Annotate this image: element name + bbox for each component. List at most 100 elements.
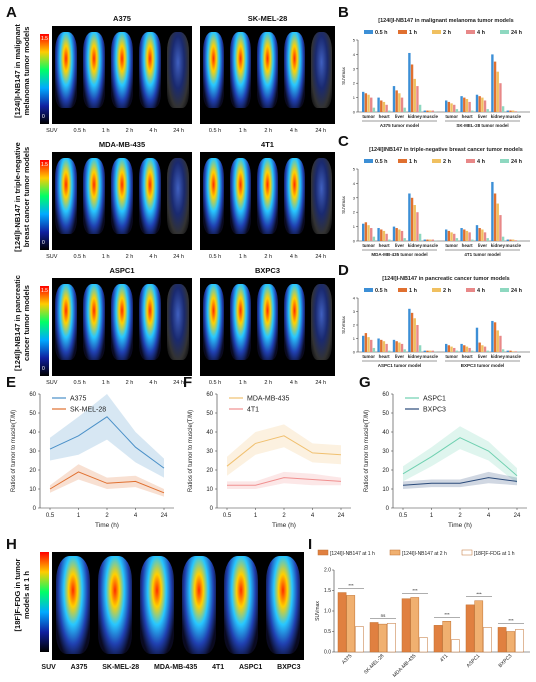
- panel-label-f: F: [183, 374, 193, 391]
- h-label: SUV: [41, 664, 56, 671]
- bar: [395, 90, 398, 112]
- mouse-pet-scan: [167, 32, 189, 108]
- bar: [496, 71, 499, 112]
- time-label: 0.5 h: [73, 254, 86, 260]
- bar: [475, 94, 479, 112]
- bar: [395, 228, 398, 241]
- x-axis-label: Time (h): [272, 522, 296, 529]
- mouse-pet-scan: [311, 284, 332, 360]
- category-label: muscle: [423, 243, 439, 248]
- y-tick-label: 20: [206, 468, 213, 474]
- bar: [418, 233, 422, 241]
- bar: [418, 104, 422, 112]
- tumor-model-title: A375: [113, 14, 131, 23]
- legend-label: 1 h: [409, 288, 418, 294]
- legend-label: 4 h: [477, 159, 486, 165]
- category-label: tumor: [445, 243, 458, 248]
- category-label: muscle: [506, 114, 522, 119]
- y-tick-label: 40: [29, 430, 36, 436]
- bar: [364, 222, 368, 241]
- bar: [514, 240, 518, 241]
- time-label: 4 h: [149, 254, 158, 260]
- bar: [400, 230, 404, 241]
- bar: [426, 350, 429, 352]
- bar: [468, 347, 471, 352]
- category-label: 4T1: [439, 653, 449, 663]
- legend-swatch: [364, 30, 373, 34]
- legend-label: 4 h: [477, 30, 486, 36]
- mouse-pet-scan: [203, 284, 224, 360]
- h-label: 4T1: [212, 664, 225, 671]
- category-label: liver: [478, 114, 488, 119]
- x-tick-label: 24: [338, 513, 345, 519]
- mouse-fdg-scan: [182, 556, 216, 654]
- time-label: 24 h: [315, 128, 327, 134]
- bar: [460, 343, 463, 352]
- bar: [382, 341, 386, 352]
- y-tick-label: 0: [33, 506, 37, 512]
- panel-label-b: B: [338, 4, 349, 21]
- legend-label: 0.5 h: [375, 159, 388, 165]
- bar: [428, 350, 432, 352]
- legend-label: 4 h: [477, 288, 486, 294]
- bar: [413, 318, 416, 352]
- bar: [398, 342, 401, 352]
- chart-i: [124I]I-NB147 at 1 h [124I]I-NB147 at 2 h…: [315, 549, 530, 679]
- mouse-fdg-scan: [140, 556, 174, 654]
- mouse-pet-scan: [230, 284, 251, 360]
- mouse-pet-scan: [203, 158, 224, 234]
- chart-title: [124I]I-NB147 in pancreatic cancer tumor…: [382, 276, 509, 282]
- bar: [364, 93, 368, 112]
- bar: [471, 350, 474, 352]
- bar: [426, 239, 429, 241]
- legend-swatch: [500, 30, 509, 34]
- mouse-pet-scan: [284, 32, 305, 108]
- series-line: [227, 477, 342, 486]
- legend-label: 2 h: [443, 288, 452, 294]
- legend-label: 1 h: [409, 30, 418, 36]
- time-label: 4 h: [149, 128, 158, 134]
- bar: [497, 627, 507, 653]
- y-tick-label: 50: [29, 411, 36, 417]
- y-tick-label: 60: [382, 392, 389, 398]
- y-tick-label: 10: [29, 487, 36, 493]
- bar: [372, 347, 376, 352]
- bar: [496, 330, 499, 352]
- bar: [515, 629, 524, 653]
- legend-label: 24 h: [511, 288, 523, 294]
- y-tick-label: 60: [29, 392, 36, 398]
- bar: [423, 350, 426, 352]
- mouse-pet-scan: [167, 158, 189, 234]
- bar: [410, 197, 414, 241]
- bar: [403, 349, 406, 352]
- bar: [493, 61, 497, 112]
- bar: [493, 193, 497, 241]
- mouse-pet-scan: [55, 284, 77, 360]
- bar: [377, 228, 380, 241]
- bar: [491, 54, 494, 112]
- mouse-pet-scan: [284, 158, 305, 234]
- legend-swatch: [398, 159, 407, 163]
- bar: [509, 239, 512, 241]
- bar: [465, 230, 469, 241]
- legend-label: ASPC1: [423, 396, 446, 403]
- chart-b: [124I]I-NB147 in malignant melanoma tumo…: [341, 18, 530, 128]
- colorbar-max-label: 1.5: [41, 36, 48, 42]
- x-tick-label: 2: [105, 513, 109, 519]
- bar: [483, 232, 487, 241]
- panel-label-c: C: [338, 133, 349, 150]
- bar: [501, 236, 505, 241]
- legend-label: [18F]F-FDG at 1 h: [474, 551, 515, 557]
- x-tick-label: 0.5: [46, 513, 55, 519]
- legend-label: 2 h: [443, 159, 452, 165]
- bar: [453, 233, 456, 241]
- legend-label: 24 h: [511, 30, 523, 36]
- category-label: tumor: [362, 354, 375, 359]
- bar: [431, 350, 435, 352]
- bar: [398, 229, 401, 241]
- bar: [433, 625, 443, 653]
- y-tick-label: 2: [353, 81, 356, 86]
- time-label: 1 h: [101, 380, 110, 386]
- series-line: [49, 471, 165, 494]
- bar: [387, 623, 396, 653]
